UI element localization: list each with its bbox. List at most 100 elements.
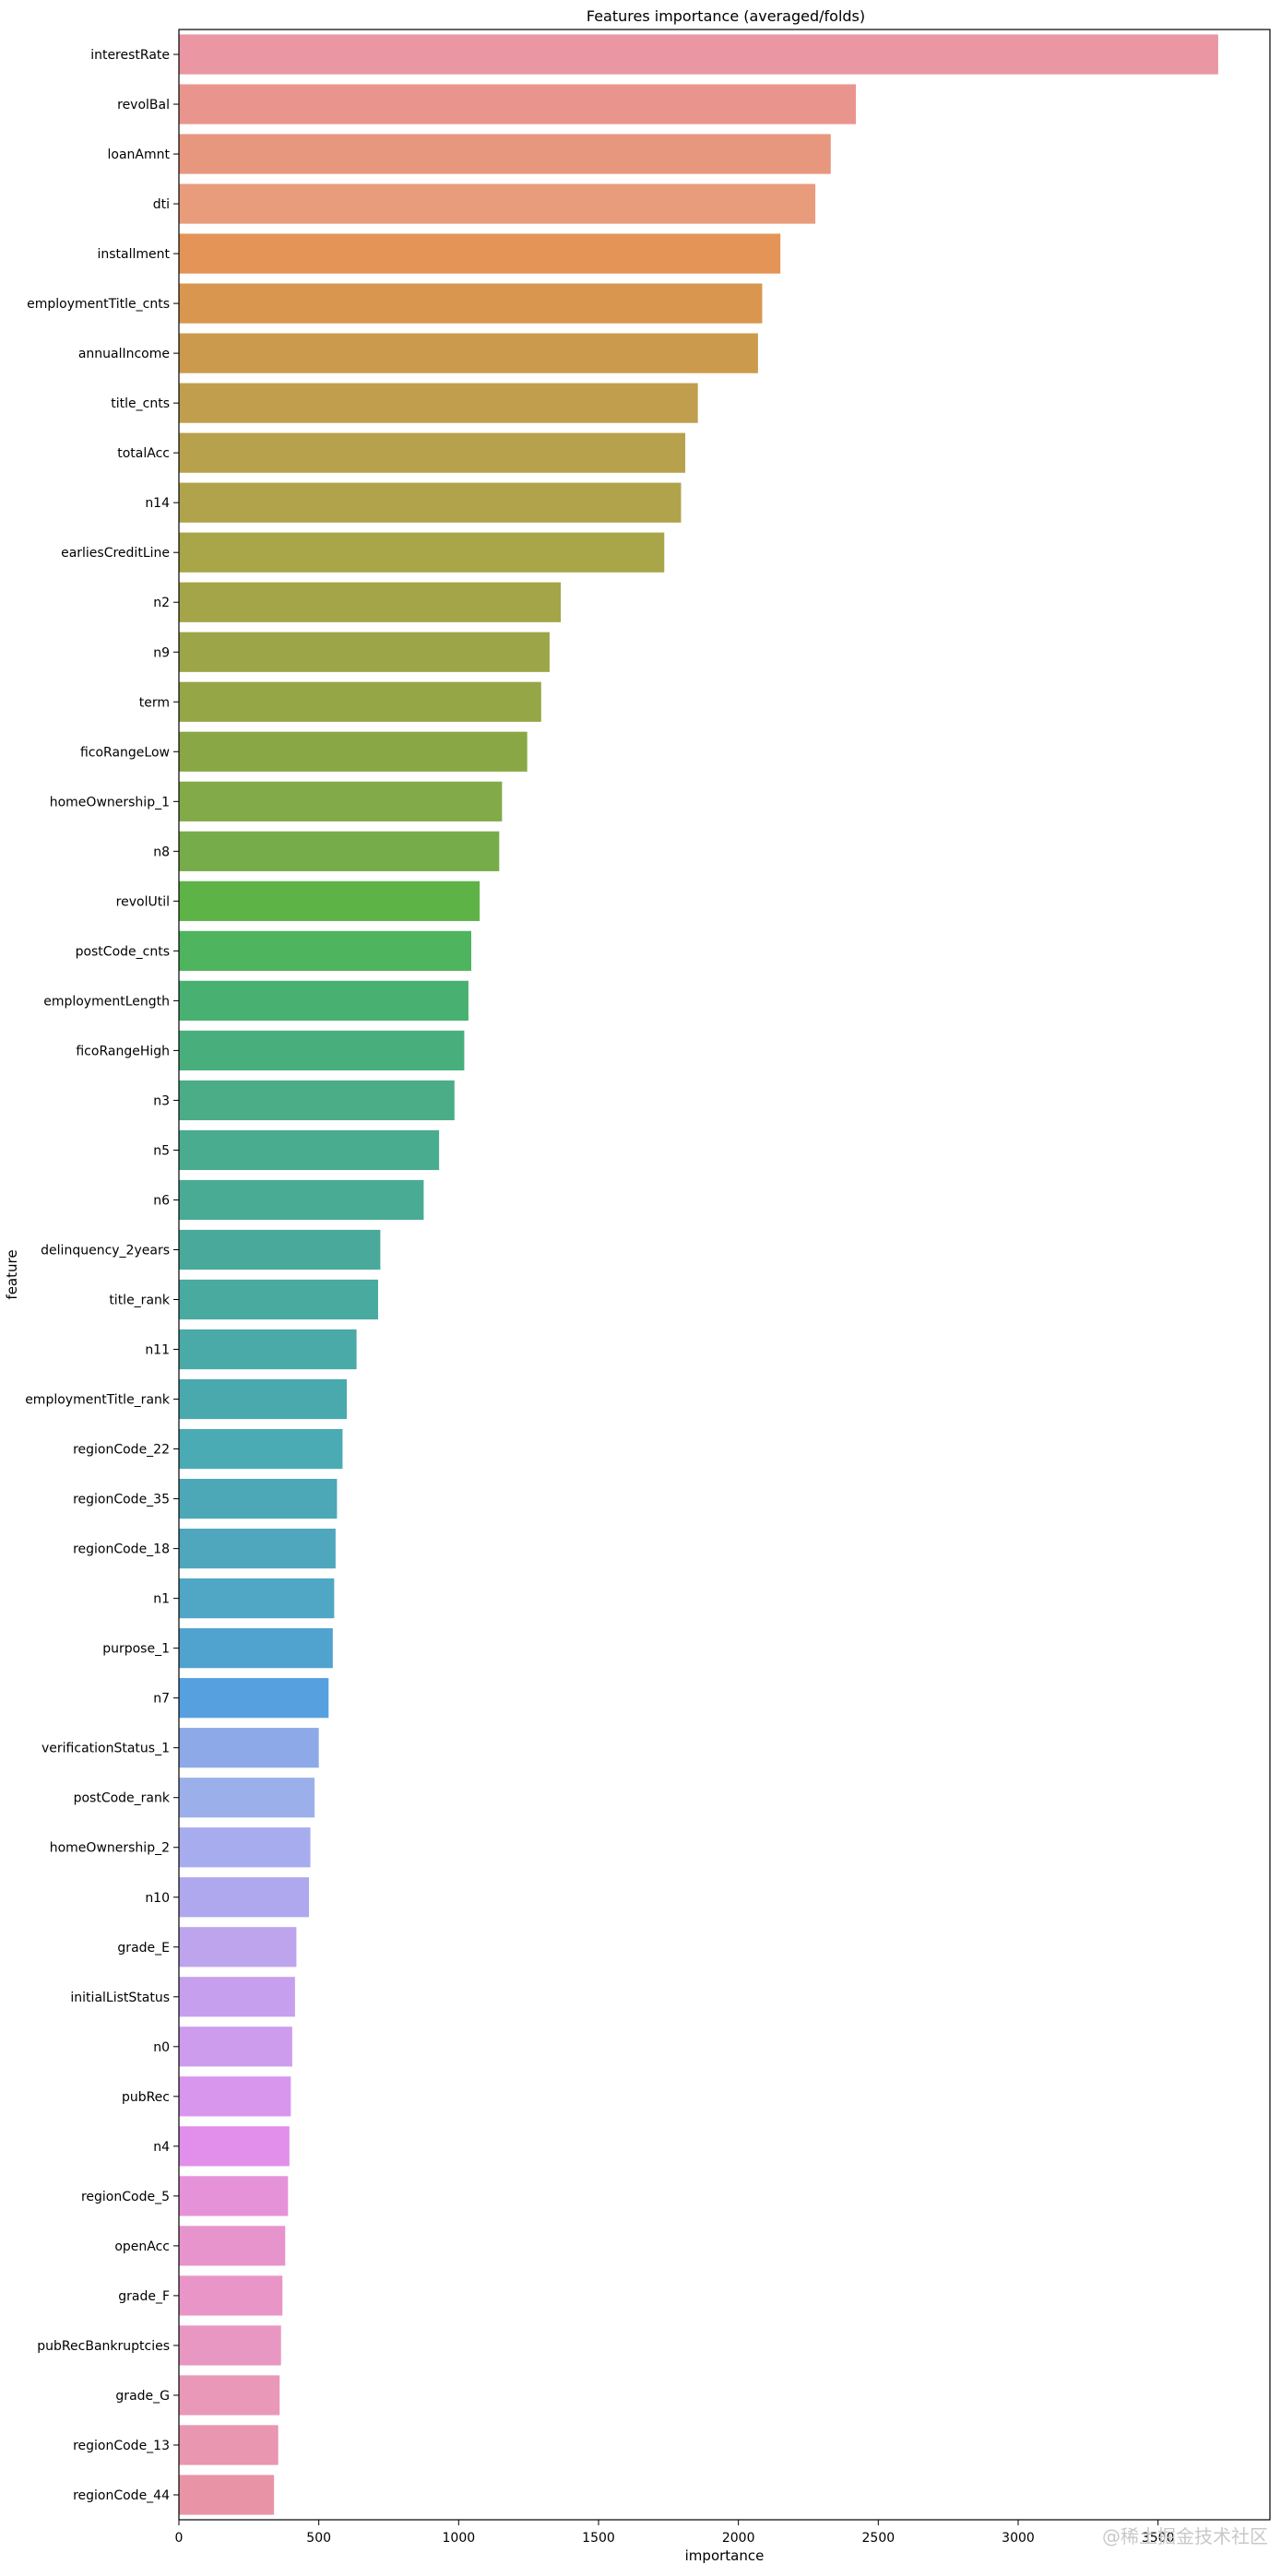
- bar-regionCode_44: [179, 2475, 275, 2515]
- y-tick-label: pubRec: [122, 2090, 170, 2105]
- y-tick-label: ficoRangeHigh: [76, 1044, 170, 1058]
- bar-dti: [179, 183, 816, 224]
- y-tick-label: employmentTitle_cnts: [27, 297, 170, 312]
- bar-homeOwnership_1: [179, 781, 503, 821]
- y-tick-label: regionCode_35: [73, 1493, 170, 1507]
- y-tick-label: n0: [153, 2040, 170, 2055]
- bar-n0: [179, 2027, 292, 2067]
- bar-regionCode_13: [179, 2425, 279, 2465]
- bar-interestRate: [179, 34, 1218, 75]
- y-tick-label: revolBal: [117, 98, 170, 112]
- bar-purpose_1: [179, 1628, 333, 1669]
- bar-homeOwnership_2: [179, 1827, 311, 1868]
- y-tick-label: n7: [153, 1692, 170, 1707]
- y-axis-label: feature: [4, 1249, 20, 1299]
- bar-employmentTitle_cnts: [179, 283, 763, 324]
- bar-installment: [179, 233, 781, 274]
- y-tick-label: verificationStatus_1: [42, 1742, 170, 1756]
- bar-grade_F: [179, 2275, 283, 2316]
- y-tick-label: pubRecBankruptcies: [37, 2339, 170, 2354]
- bar-n8: [179, 831, 500, 871]
- bar-postCode_rank: [179, 1778, 315, 1818]
- bar-pubRecBankruptcies: [179, 2325, 281, 2366]
- y-tick-label: ficoRangeLow: [80, 745, 170, 760]
- bar-totalAcc: [179, 432, 686, 473]
- y-tick-label: loanAmnt: [108, 148, 171, 162]
- x-tick-label: 3500: [1142, 2531, 1175, 2546]
- y-tick-label: postCode_rank: [74, 1791, 171, 1806]
- bar-grade_E: [179, 1927, 297, 1967]
- y-tick-label: interestRate: [90, 48, 170, 63]
- x-tick-label: 500: [306, 2531, 331, 2546]
- bar-title_rank: [179, 1279, 378, 1320]
- x-tick-label: 0: [175, 2531, 184, 2546]
- bar-grade_G: [179, 2375, 280, 2416]
- y-tick-label: employmentTitle_rank: [25, 1393, 171, 1408]
- y-tick-label: initialListStatus: [70, 1991, 170, 2005]
- bar-n7: [179, 1678, 329, 1719]
- bar-term: [179, 681, 541, 722]
- y-tick-label: dti: [153, 197, 170, 212]
- y-tick-label: totalAcc: [117, 446, 170, 461]
- y-tick-label: openAcc: [114, 2239, 170, 2254]
- y-axis-ticks: interestRate revolBal loanAmnt dti installme…: [25, 48, 179, 2503]
- bar-n1: [179, 1578, 335, 1619]
- y-tick-label: regionCode_13: [73, 2439, 170, 2453]
- bar-regionCode_35: [179, 1478, 338, 1519]
- bar-n14: [179, 482, 682, 523]
- bar-loanAmnt: [179, 134, 831, 174]
- y-tick-label: revolUtil: [116, 894, 170, 909]
- bar-pubRec: [179, 2076, 291, 2117]
- y-tick-label: n10: [145, 1891, 170, 1906]
- y-tick-label: regionCode_44: [73, 2488, 170, 2503]
- y-tick-label: title_cnts: [111, 396, 170, 411]
- y-tick-label: regionCode_5: [81, 2190, 170, 2204]
- bar-ficoRangeLow: [179, 731, 528, 772]
- y-tick-label: grade_G: [115, 2389, 170, 2404]
- bar-n3: [179, 1080, 455, 1121]
- bar-n5: [179, 1129, 440, 1171]
- bar-revolUtil: [179, 880, 480, 921]
- bar-n4: [179, 2126, 290, 2167]
- y-tick-label: n9: [153, 645, 170, 660]
- y-tick-label: n3: [153, 1093, 170, 1108]
- y-tick-label: homeOwnership_1: [50, 795, 170, 809]
- y-tick-label: n14: [145, 496, 170, 511]
- y-tick-label: grade_F: [118, 2289, 170, 2304]
- y-tick-label: employmentLength: [43, 994, 170, 1009]
- y-tick-label: regionCode_22: [73, 1443, 170, 1458]
- y-tick-label: n6: [153, 1193, 170, 1208]
- bars-layer: [179, 34, 1218, 2515]
- bar-title_cnts: [179, 383, 698, 423]
- y-tick-label: title_rank: [109, 1294, 171, 1308]
- x-axis-label: importance: [685, 2547, 765, 2564]
- y-tick-label: installment: [97, 247, 170, 262]
- bar-annualIncome: [179, 333, 758, 373]
- y-tick-label: purpose_1: [102, 1642, 170, 1657]
- chart-title: Features importance (averaged/folds): [587, 7, 865, 25]
- y-tick-label: postCode_cnts: [76, 944, 170, 959]
- y-tick-label: n4: [153, 2140, 170, 2155]
- bar-n9: [179, 632, 550, 672]
- x-tick-label: 1000: [443, 2531, 476, 2546]
- y-tick-label: n2: [153, 596, 170, 610]
- y-tick-label: homeOwnership_2: [50, 1841, 170, 1856]
- y-tick-label: regionCode_18: [73, 1542, 170, 1557]
- bar-openAcc: [179, 2226, 286, 2266]
- bar-n11: [179, 1329, 357, 1370]
- x-tick-label: 1500: [582, 2531, 615, 2546]
- bar-postCode_cnts: [179, 930, 471, 971]
- y-tick-label: earliesCreditLine: [61, 546, 170, 561]
- y-tick-label: delinquency_2years: [41, 1243, 170, 1258]
- bar-n2: [179, 582, 562, 622]
- bar-earliesCreditLine: [179, 532, 665, 573]
- bar-regionCode_18: [179, 1529, 336, 1569]
- bar-n10: [179, 1877, 310, 1918]
- x-tick-label: 3000: [1002, 2531, 1035, 2546]
- x-axis-ticks: 0 500 1000 1500 2000 2500 3000 3500: [175, 2520, 1175, 2546]
- y-tick-label: n8: [153, 845, 170, 859]
- bar-employmentLength: [179, 980, 469, 1021]
- y-tick-label: term: [139, 695, 170, 710]
- y-tick-label: annualIncome: [78, 347, 170, 361]
